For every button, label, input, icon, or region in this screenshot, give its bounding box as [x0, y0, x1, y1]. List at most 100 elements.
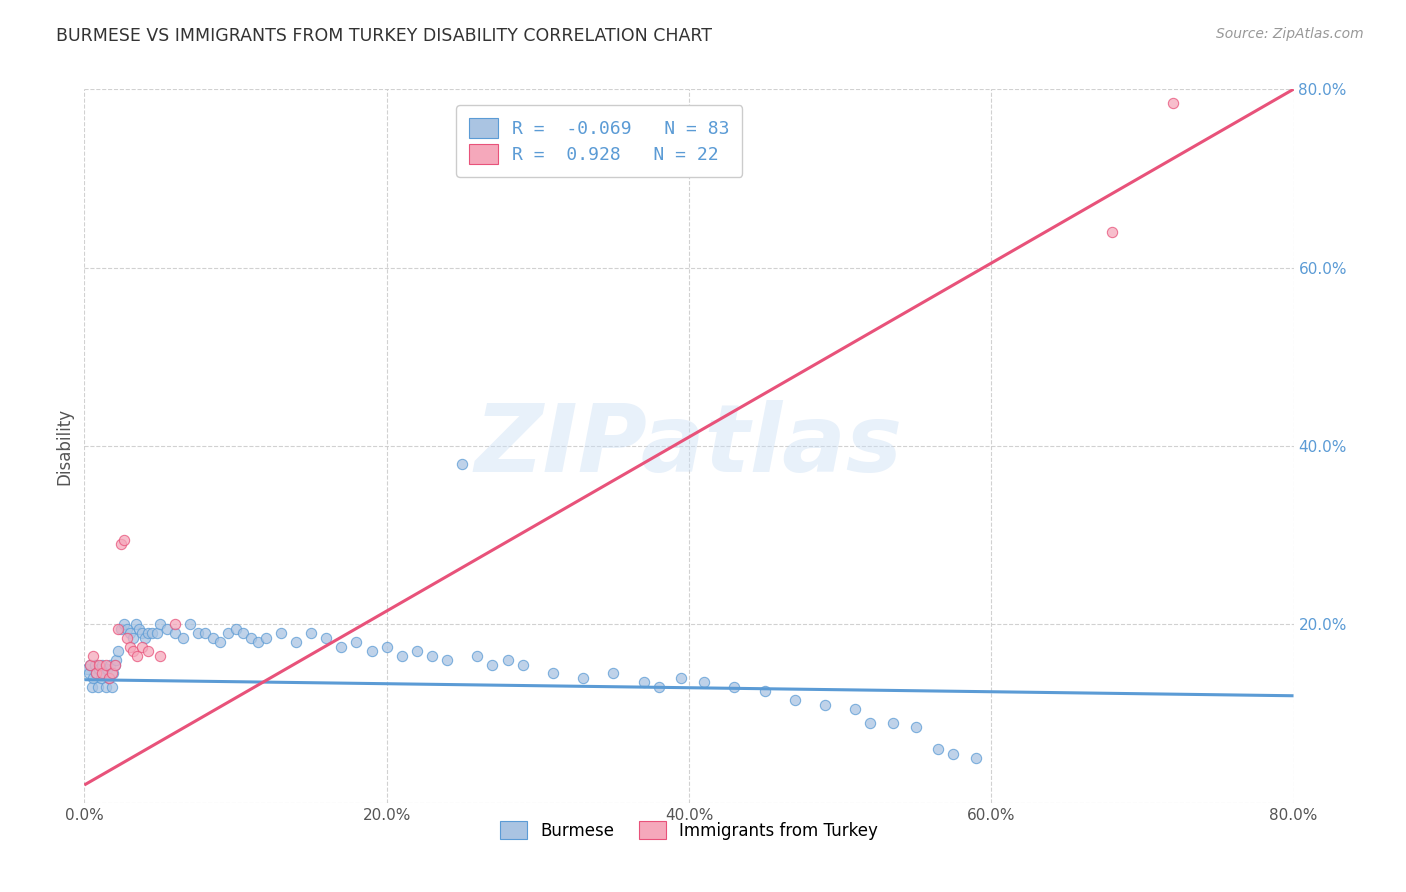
Point	[451, 457, 474, 471]
Point	[783, 693, 806, 707]
Point	[86, 666, 108, 681]
Point	[904, 720, 927, 734]
Point	[1101, 225, 1123, 239]
Point	[76, 662, 98, 676]
Legend: Burmese, Immigrants from Turkey: Burmese, Immigrants from Turkey	[492, 813, 886, 848]
Point	[100, 666, 122, 681]
Point	[125, 617, 148, 632]
Point	[201, 631, 224, 645]
Point	[179, 617, 201, 632]
Point	[391, 648, 413, 663]
Point	[232, 626, 254, 640]
Point	[98, 657, 121, 672]
Point	[115, 622, 138, 636]
Point	[172, 631, 194, 645]
Point	[118, 640, 141, 654]
Point	[270, 626, 292, 640]
Point	[512, 657, 534, 672]
Point	[121, 644, 143, 658]
Point	[105, 653, 128, 667]
Point	[127, 648, 149, 663]
Point	[375, 640, 398, 654]
Point	[541, 666, 564, 681]
Point	[94, 657, 117, 672]
Point	[247, 635, 270, 649]
Point	[93, 666, 115, 681]
Point	[285, 635, 308, 649]
Point	[84, 657, 107, 672]
Point	[146, 626, 169, 640]
Point	[79, 657, 101, 672]
Point	[187, 626, 209, 640]
Point	[165, 626, 187, 640]
Point	[814, 698, 837, 712]
Point	[112, 617, 135, 632]
Point	[87, 680, 110, 694]
Text: ZIPatlas: ZIPatlas	[475, 400, 903, 492]
Point	[602, 666, 624, 681]
Point	[965, 751, 987, 765]
Point	[496, 653, 519, 667]
Point	[96, 662, 118, 676]
Point	[89, 662, 111, 676]
Point	[118, 626, 141, 640]
Point	[107, 644, 129, 658]
Point	[121, 631, 143, 645]
Point	[1161, 95, 1184, 110]
Point	[927, 742, 949, 756]
Point	[859, 715, 882, 730]
Point	[942, 747, 965, 761]
Point	[97, 671, 120, 685]
Point	[693, 675, 716, 690]
Point	[141, 626, 163, 640]
Point	[572, 671, 595, 685]
Point	[131, 626, 153, 640]
Point	[436, 653, 458, 667]
Point	[82, 648, 104, 663]
Point	[90, 671, 112, 685]
Point	[97, 671, 120, 685]
Point	[633, 675, 655, 690]
Point	[110, 622, 132, 636]
Point	[128, 622, 150, 636]
Point	[100, 680, 122, 694]
Point	[136, 626, 159, 640]
Point	[94, 680, 117, 694]
Point	[671, 671, 693, 685]
Point	[156, 622, 179, 636]
Point	[239, 631, 262, 645]
Point	[346, 635, 368, 649]
Point	[254, 631, 277, 645]
Point	[115, 631, 138, 645]
Point	[360, 644, 382, 658]
Point	[104, 657, 127, 672]
Point	[104, 657, 127, 672]
Point	[134, 631, 156, 645]
Point	[101, 666, 124, 681]
Point	[882, 715, 904, 730]
Point	[467, 648, 489, 663]
Point	[330, 640, 353, 654]
Point	[86, 666, 108, 681]
Point	[80, 680, 103, 694]
Point	[82, 671, 104, 685]
Text: BURMESE VS IMMIGRANTS FROM TURKEY DISABILITY CORRELATION CHART: BURMESE VS IMMIGRANTS FROM TURKEY DISABI…	[56, 27, 713, 45]
Point	[754, 684, 776, 698]
Point	[420, 648, 443, 663]
Point	[481, 657, 503, 672]
Point	[91, 657, 114, 672]
Y-axis label: Disability: Disability	[55, 408, 73, 484]
Point	[648, 680, 671, 694]
Point	[217, 626, 239, 640]
Point	[136, 644, 159, 658]
Point	[723, 680, 745, 694]
Point	[225, 622, 247, 636]
Point	[315, 631, 337, 645]
Point	[107, 622, 129, 636]
Point	[77, 666, 100, 681]
Point	[131, 640, 153, 654]
Point	[110, 537, 132, 551]
Point	[91, 666, 114, 681]
Point	[149, 648, 172, 663]
Point	[299, 626, 322, 640]
